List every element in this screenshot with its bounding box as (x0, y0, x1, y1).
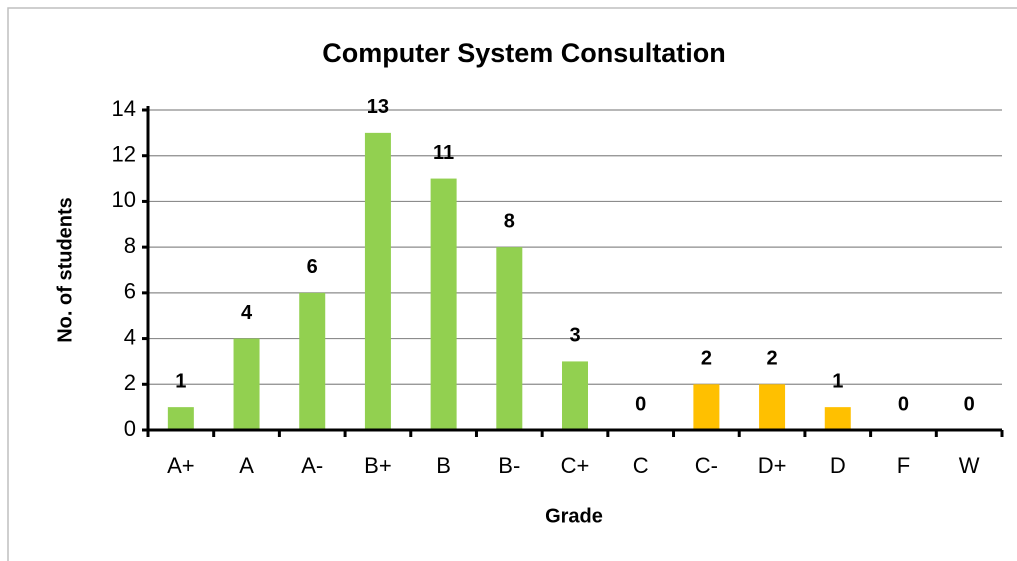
data-label: 0 (964, 393, 975, 415)
bar (233, 338, 260, 430)
chart-frame (7, 7, 1017, 561)
data-label: 2 (701, 348, 712, 370)
data-label: 11 (433, 142, 454, 164)
chart-title: Computer System Consultation (322, 38, 726, 68)
data-label: 6 (307, 256, 318, 278)
y-axis-label: No. of students (54, 197, 76, 343)
data-label: 13 (367, 96, 389, 118)
x-tick-label: B+ (364, 453, 392, 478)
bar (562, 361, 588, 430)
x-tick-label: C (633, 453, 649, 478)
bar (299, 292, 326, 430)
bar (496, 247, 523, 430)
y-tick-label: 2 (124, 370, 136, 395)
x-tick-label: F (897, 453, 910, 478)
bar (759, 384, 786, 430)
x-tick-label: A- (301, 453, 323, 478)
y-tick-label: 12 (112, 142, 136, 167)
y-tick-label: 0 (124, 416, 136, 441)
x-tick-label: C+ (561, 453, 590, 478)
bar (824, 407, 851, 430)
bar (167, 407, 194, 430)
data-label: 1 (832, 370, 843, 392)
bar (693, 384, 720, 430)
x-tick-label: W (959, 453, 980, 478)
data-label: 2 (767, 348, 778, 370)
y-tick-label: 4 (124, 324, 136, 349)
x-tick-label: C- (695, 453, 718, 478)
data-label: 1 (175, 370, 186, 392)
y-tick-label: 10 (112, 187, 136, 212)
x-tick-label: A (239, 453, 254, 478)
y-tick-label: 6 (124, 279, 136, 304)
x-tick-label: A+ (167, 453, 195, 478)
x-axis-label: Grade (545, 505, 603, 527)
y-tick-label: 14 (112, 96, 136, 121)
x-tick-label: B (436, 453, 451, 478)
bar (364, 132, 391, 430)
bar (430, 178, 457, 430)
data-label: 8 (504, 210, 515, 232)
x-tick-label: B- (498, 453, 520, 478)
data-label: 0 (635, 393, 646, 415)
x-tick-label: D (830, 453, 846, 478)
x-tick-label: D+ (758, 453, 787, 478)
data-label: 0 (898, 393, 909, 415)
data-label: 4 (241, 302, 253, 324)
data-label: 3 (569, 325, 580, 347)
y-tick-label: 8 (124, 233, 136, 258)
